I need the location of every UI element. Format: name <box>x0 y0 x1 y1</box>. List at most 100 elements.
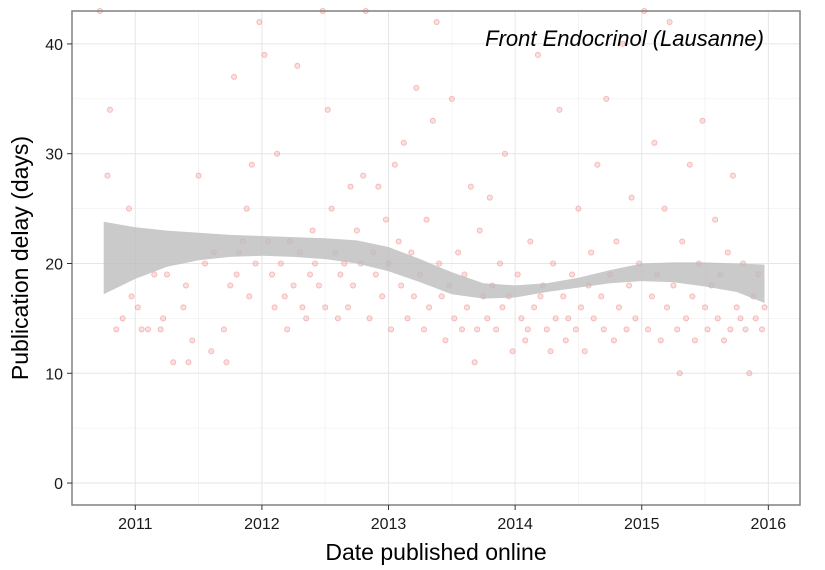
data-point <box>408 249 415 256</box>
data-point <box>420 326 427 333</box>
data-point <box>398 282 405 289</box>
data-point <box>514 271 521 278</box>
data-point <box>534 51 541 58</box>
data-point <box>113 326 120 333</box>
data-point <box>334 315 341 322</box>
data-point <box>223 359 230 366</box>
data-point <box>686 161 693 168</box>
data-point <box>759 326 766 333</box>
data-point <box>547 348 554 355</box>
data-point <box>615 304 622 311</box>
x-tick-label: 2016 <box>751 516 787 533</box>
data-point <box>309 227 316 234</box>
data-point <box>436 260 443 267</box>
data-point <box>572 326 579 333</box>
data-point <box>324 106 331 113</box>
data-point <box>661 205 668 212</box>
data-point <box>180 304 187 311</box>
data-point <box>610 337 617 344</box>
data-point <box>632 315 639 322</box>
y-tick-label: 30 <box>45 147 63 164</box>
data-point <box>645 326 652 333</box>
data-point <box>550 260 557 267</box>
x-tick-label: 2013 <box>371 516 407 533</box>
y-tick-label: 10 <box>45 366 63 383</box>
data-point <box>699 117 706 124</box>
data-point <box>438 293 445 300</box>
data-point <box>220 326 227 333</box>
data-point <box>201 260 208 267</box>
data-point <box>160 315 167 322</box>
data-point <box>413 84 420 91</box>
data-point <box>537 293 544 300</box>
data-point <box>727 326 734 333</box>
data-point <box>524 326 531 333</box>
data-point <box>246 293 253 300</box>
data-point <box>157 326 164 333</box>
data-point <box>626 282 633 289</box>
data-point <box>170 359 177 366</box>
data-point <box>560 293 567 300</box>
data-point <box>144 326 151 333</box>
data-point <box>125 205 132 212</box>
data-point <box>467 183 474 190</box>
smooth-confidence-band <box>103 221 765 303</box>
data-point <box>674 326 681 333</box>
data-point <box>448 95 455 102</box>
data-point <box>484 315 491 322</box>
data-point <box>337 271 344 278</box>
data-point <box>619 40 626 47</box>
data-point <box>388 326 395 333</box>
data-point <box>569 271 576 278</box>
data-point <box>360 172 367 179</box>
data-point <box>375 183 382 190</box>
data-point <box>471 359 478 366</box>
data-point <box>189 337 196 344</box>
data-point <box>182 282 189 289</box>
data-point <box>128 293 135 300</box>
data-point <box>746 370 753 377</box>
x-tick-label: 2015 <box>624 516 660 533</box>
data-point <box>391 161 398 168</box>
data-point <box>347 183 354 190</box>
data-point <box>623 326 630 333</box>
y-tick-label: 20 <box>45 256 63 273</box>
data-point <box>426 304 433 311</box>
data-point <box>303 315 310 322</box>
data-point <box>493 326 500 333</box>
data-point <box>290 282 297 289</box>
data-point <box>714 315 721 322</box>
data-point <box>233 271 240 278</box>
data-point <box>702 304 709 311</box>
data-point <box>299 304 306 311</box>
data-point <box>345 304 352 311</box>
x-axis-ticks: 2011 2012 2013 2014 2015 2016 <box>118 505 786 533</box>
data-point <box>598 293 605 300</box>
data-point <box>476 227 483 234</box>
data-point <box>509 348 516 355</box>
data-point <box>733 304 740 311</box>
data-point <box>185 359 192 366</box>
data-point <box>737 315 744 322</box>
data-point <box>106 106 113 113</box>
data-point <box>752 315 759 322</box>
data-point <box>704 326 711 333</box>
data-point <box>761 304 768 311</box>
data-point <box>502 150 509 157</box>
data-point <box>455 249 462 256</box>
data-point <box>464 304 471 311</box>
data-point <box>256 18 263 25</box>
data-point <box>689 293 696 300</box>
x-tick-label: 2014 <box>497 516 533 533</box>
data-point <box>724 249 731 256</box>
data-point <box>269 271 276 278</box>
data-point <box>531 304 538 311</box>
y-tick-label: 0 <box>54 476 63 493</box>
data-point <box>400 139 407 146</box>
y-axis-title: Publication delay (days) <box>7 136 33 380</box>
data-point <box>151 271 158 278</box>
data-point <box>581 348 588 355</box>
data-point <box>666 18 673 25</box>
data-point <box>307 271 314 278</box>
